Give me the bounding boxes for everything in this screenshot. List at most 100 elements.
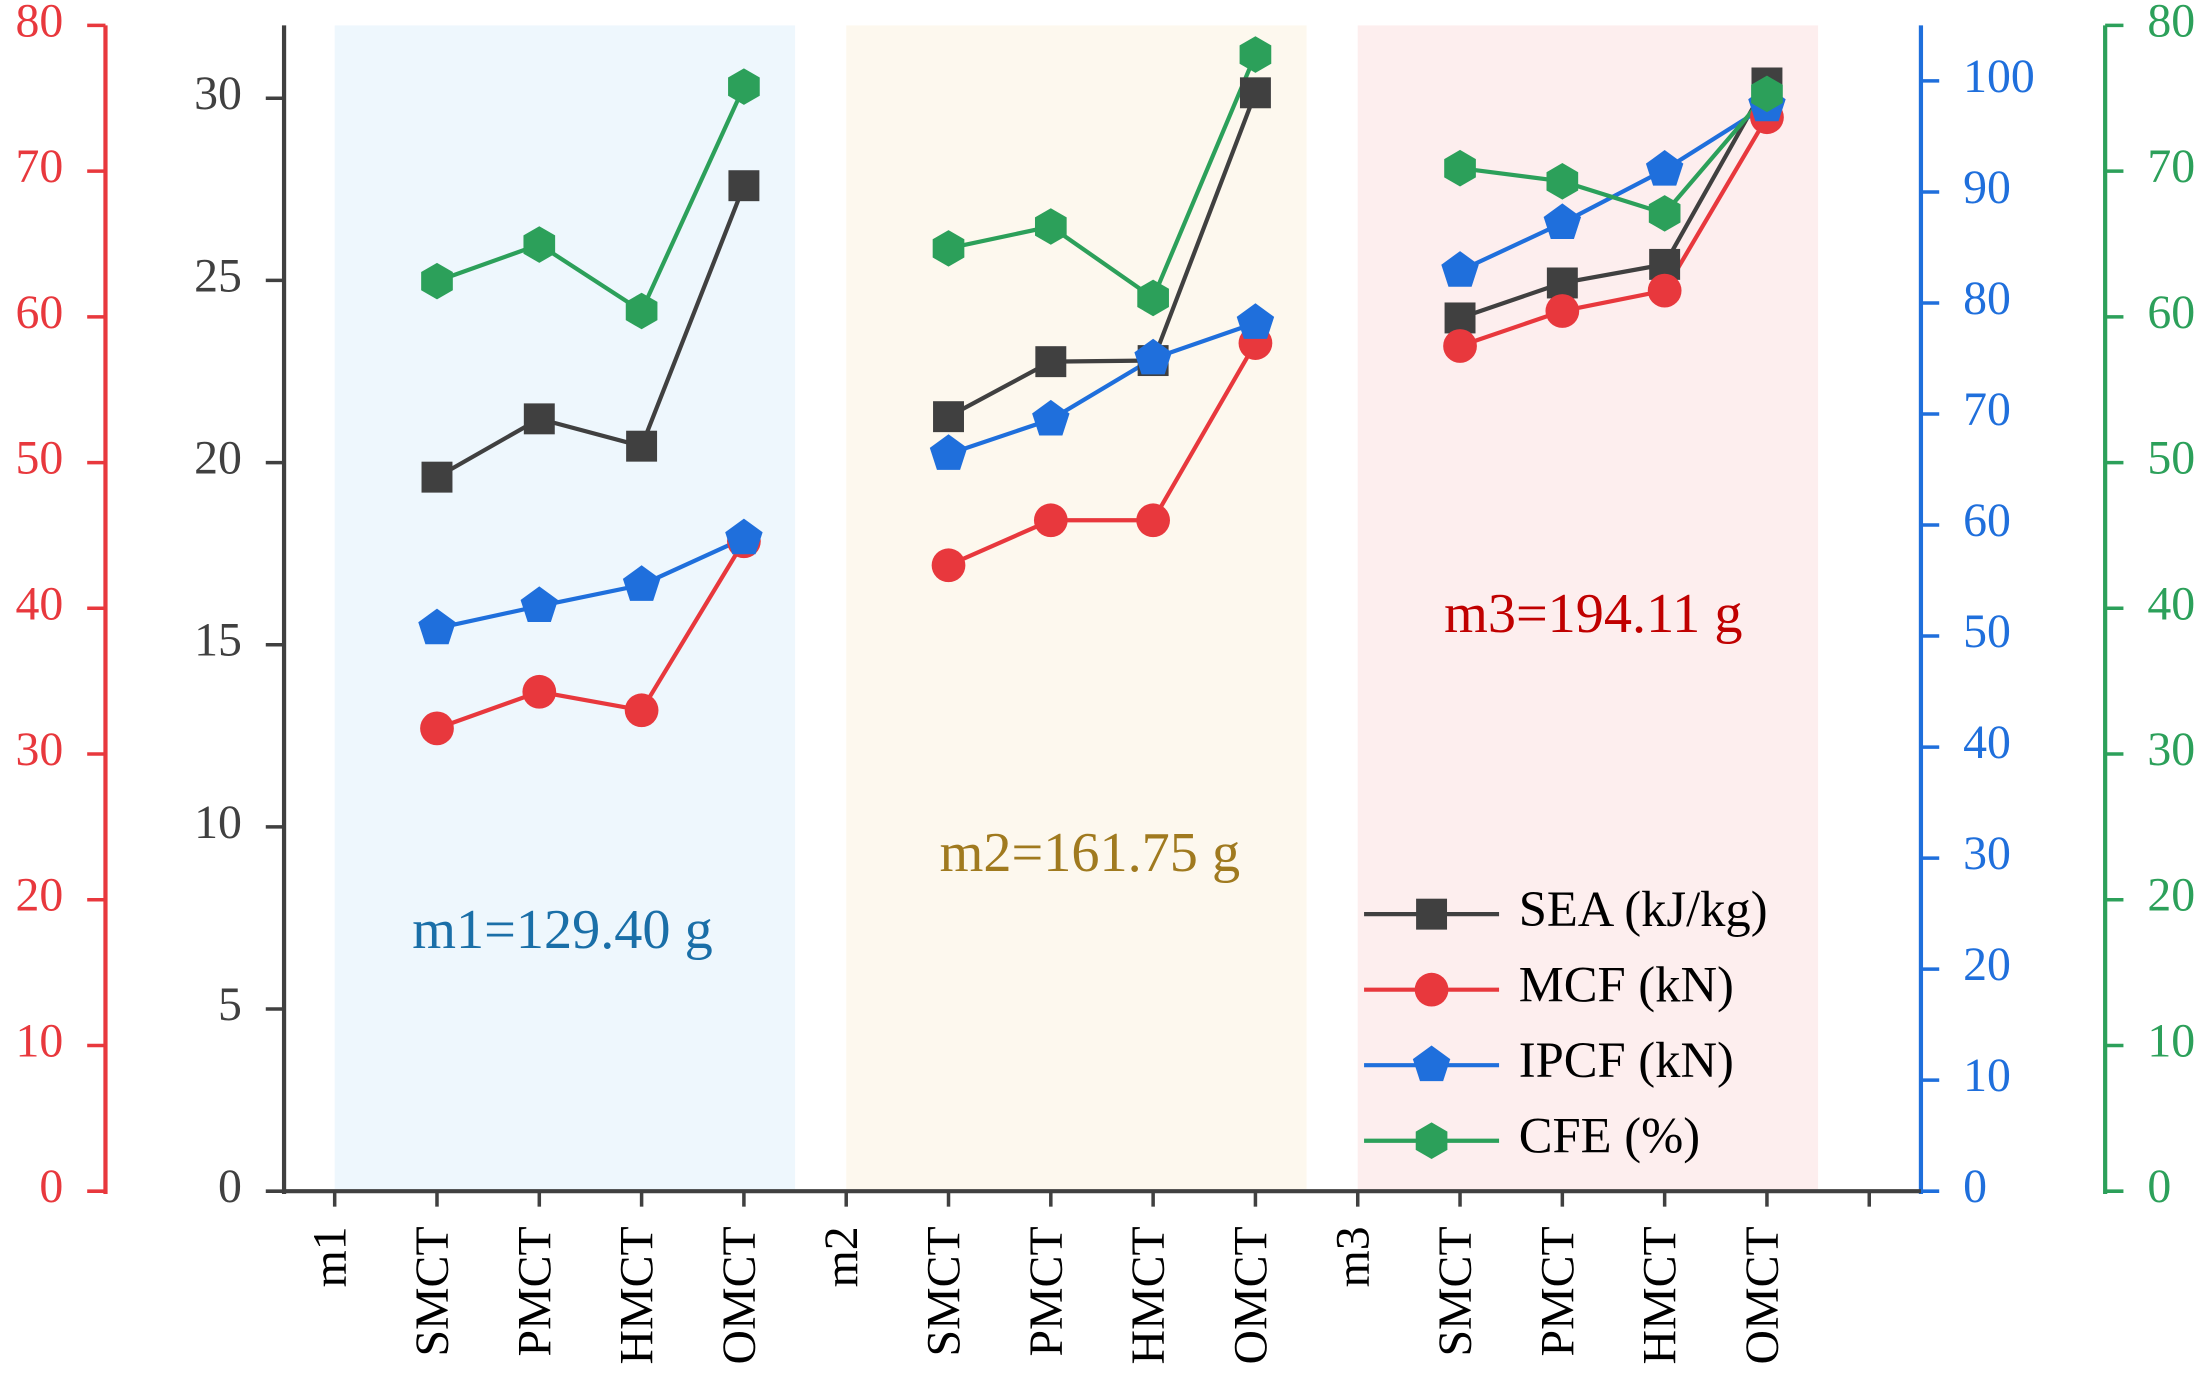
x-tick-label: HMCT [611, 1226, 664, 1364]
y-tick-label: 80 [2147, 0, 2195, 47]
data-point [523, 226, 556, 263]
data-point [421, 262, 453, 300]
annotation: m3=194.11 g [1444, 583, 1742, 645]
data-point [1645, 150, 1684, 186]
data-point [1443, 329, 1477, 363]
data-point [728, 68, 760, 105]
data-point [725, 518, 763, 555]
data-point [1134, 338, 1172, 375]
legend-marker [1412, 1045, 1451, 1082]
x-tick-label: PMCT [508, 1226, 561, 1356]
data-point [625, 292, 658, 330]
x-tick-label: OMCT [713, 1226, 766, 1364]
x-tick-label: HMCT [1634, 1226, 1687, 1364]
y-tick-label: 20 [15, 869, 63, 922]
y-tick-label: 30 [2147, 723, 2195, 776]
series-line [436, 53, 1769, 315]
data-point [626, 430, 658, 462]
data-point [1034, 208, 1067, 245]
data-point [1136, 503, 1170, 538]
y-tick-label: 50 [2147, 432, 2195, 485]
x-tick-label: PMCT [1531, 1226, 1584, 1356]
y-tick-label: 20 [1963, 938, 2011, 991]
y-tick-label: 20 [194, 432, 242, 485]
x-tick-label: PMCT [1020, 1226, 1073, 1356]
y-tick-label: 100 [1963, 50, 2035, 103]
series-line [435, 81, 1769, 479]
data-point [1239, 36, 1272, 73]
data-point [1032, 399, 1070, 436]
y-tick-label: 30 [15, 723, 63, 776]
data-point [1236, 303, 1275, 339]
data-point [1033, 503, 1068, 538]
data-point [421, 461, 453, 493]
data-point [1546, 163, 1579, 200]
data-point [420, 711, 454, 746]
data-point [522, 674, 557, 709]
group-region [334, 25, 796, 1192]
y-tick-label: 10 [2147, 1014, 2195, 1067]
data-point [1444, 302, 1476, 334]
data-point [418, 608, 456, 645]
y-tick-label: 70 [1963, 383, 2011, 436]
legend-marker [1415, 1122, 1448, 1159]
x-tick-label: m3 [1327, 1226, 1380, 1287]
y-tick-label: 10 [15, 1014, 63, 1067]
x-tick-label: SMCT [406, 1226, 459, 1356]
y-tick-label: 80 [1963, 272, 2011, 325]
legend-label: IPCF (kN) [1519, 1032, 1734, 1088]
y-tick-label: 60 [2147, 286, 2195, 339]
data-point [1751, 75, 1783, 113]
series-line [436, 116, 1769, 731]
x-tick-label: OMCT [1224, 1226, 1277, 1364]
y-tick-label: 90 [1963, 161, 2011, 214]
data-point [622, 565, 661, 601]
y-tick-label: 15 [194, 614, 242, 667]
data-point [1239, 77, 1271, 109]
y-tick-label: 60 [15, 286, 63, 339]
data-point [1035, 346, 1067, 378]
y-tick-label: 20 [2147, 869, 2195, 922]
y-tick-label: 10 [194, 796, 242, 849]
y-tick-label: 30 [194, 67, 242, 120]
data-point [1546, 267, 1578, 299]
x-tick-label: OMCT [1736, 1226, 1789, 1364]
annotation: m1=129.40 g [412, 899, 712, 961]
data-point [1444, 149, 1476, 187]
x-tick-label: m2 [815, 1226, 868, 1287]
legend-label: SEA (kJ/kg) [1519, 881, 1768, 937]
y-tick-label: 60 [1963, 494, 2011, 547]
x-tick-label: SMCT [917, 1226, 970, 1356]
y-tick-label: 70 [15, 140, 63, 193]
y-tick-label: 40 [15, 577, 63, 630]
data-point [1137, 279, 1169, 317]
y-tick-label: 0 [2147, 1160, 2171, 1213]
annotation: m2=161.75 g [940, 822, 1240, 884]
data-point [728, 170, 760, 202]
data-point [523, 403, 555, 435]
data-point [624, 693, 659, 728]
y-tick-label: 40 [1963, 716, 2011, 769]
data-point [933, 401, 964, 433]
y-tick-label: 50 [1963, 605, 2011, 658]
x-tick-label: m1 [304, 1226, 357, 1287]
x-tick-label: SMCT [1429, 1226, 1482, 1356]
legend-label: MCF (kN) [1519, 956, 1734, 1012]
y-tick-label: 5 [218, 978, 242, 1031]
y-tick-label: 70 [2147, 140, 2195, 193]
y-tick-label: 25 [194, 249, 242, 302]
data-point [520, 586, 559, 623]
data-point [1441, 251, 1479, 287]
data-point [931, 548, 966, 583]
x-tick-label: HMCT [1122, 1226, 1175, 1364]
data-point [929, 434, 968, 470]
data-point [1648, 195, 1681, 232]
y-tick-label: 40 [2147, 577, 2195, 630]
legend-marker [1416, 898, 1448, 930]
y-tick-label: 0 [39, 1160, 63, 1213]
y-tick-label: 80 [15, 0, 63, 47]
data-point [1543, 203, 1582, 239]
y-tick-label: 50 [15, 432, 63, 485]
legend-label: CFE (%) [1519, 1107, 1700, 1163]
